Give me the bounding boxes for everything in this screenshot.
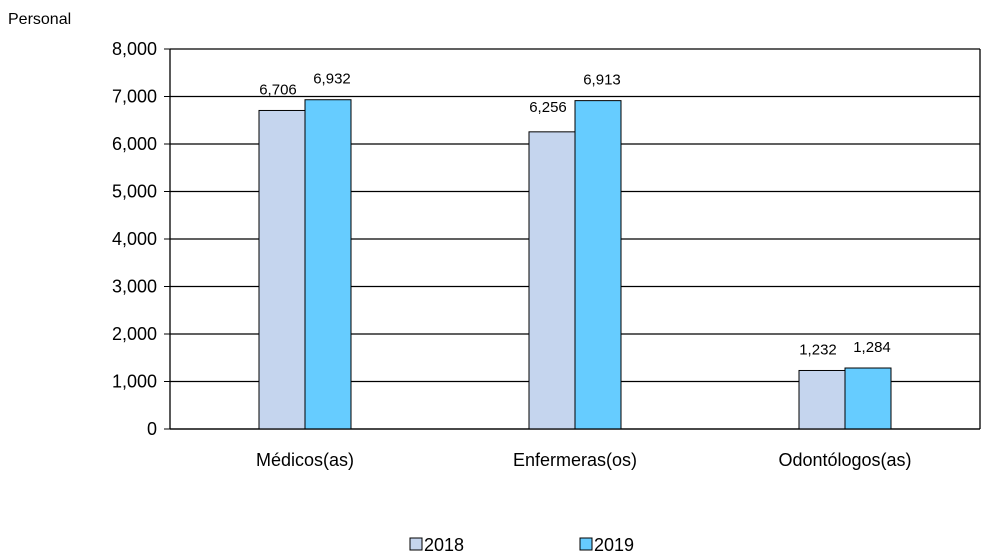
- data-label-2019-0: 6,932: [313, 71, 351, 88]
- data-label-2018-1: 6,256: [529, 99, 567, 116]
- y-axis-title: Personal: [8, 11, 71, 28]
- legend-label-2019: 2019: [594, 535, 634, 555]
- data-label-2018-0: 6,706: [259, 81, 297, 98]
- data-label-2019-2: 1,284: [853, 339, 891, 356]
- y-tick-label-1: 1,000: [112, 372, 157, 392]
- y-tick-label-2: 2,000: [112, 324, 157, 344]
- data-label-2018-2: 1,232: [799, 341, 837, 358]
- legend-swatch-2019: [579, 537, 593, 551]
- y-tick-label-6: 6,000: [112, 134, 157, 154]
- x-axis-categories: Médicos(as) Enfermeras(os) Odontólogos(as): [256, 450, 912, 470]
- y-tick-label-3: 3,000: [112, 277, 157, 297]
- bar-2019-2: [844, 367, 892, 430]
- category-label-1: Enfermeras(os): [513, 450, 637, 470]
- y-tick-label-8: 8,000: [112, 39, 157, 59]
- data-labels: 6,706 6,932 6,256 6,913 1,232 1,284: [259, 71, 891, 359]
- bar-2019-0: [304, 99, 352, 430]
- bar-2018-2: [798, 369, 846, 430]
- category-label-0: Médicos(as): [256, 450, 354, 470]
- y-tick-label-4: 4,000: [112, 229, 157, 249]
- bar-2018-0: [258, 109, 306, 430]
- bar-2018-1: [528, 131, 576, 430]
- y-tick-label-5: 5,000: [112, 182, 157, 202]
- y-axis-ticks: 0 1,000 2,000 3,000 4,000 5,000 6,000 7,000 8,00…: [112, 39, 170, 439]
- legend: 2018 2019: [409, 535, 634, 555]
- y-tick-label-7: 7,000: [112, 87, 157, 107]
- bar-2019-1: [574, 100, 622, 430]
- data-label-2019-1: 6,913: [583, 72, 621, 89]
- legend-swatch-2018: [409, 537, 423, 551]
- category-label-2: Odontólogos(as): [778, 450, 911, 470]
- legend-label-2018: 2018: [424, 535, 464, 555]
- y-tick-label-0: 0: [147, 419, 157, 439]
- bars: [258, 99, 892, 430]
